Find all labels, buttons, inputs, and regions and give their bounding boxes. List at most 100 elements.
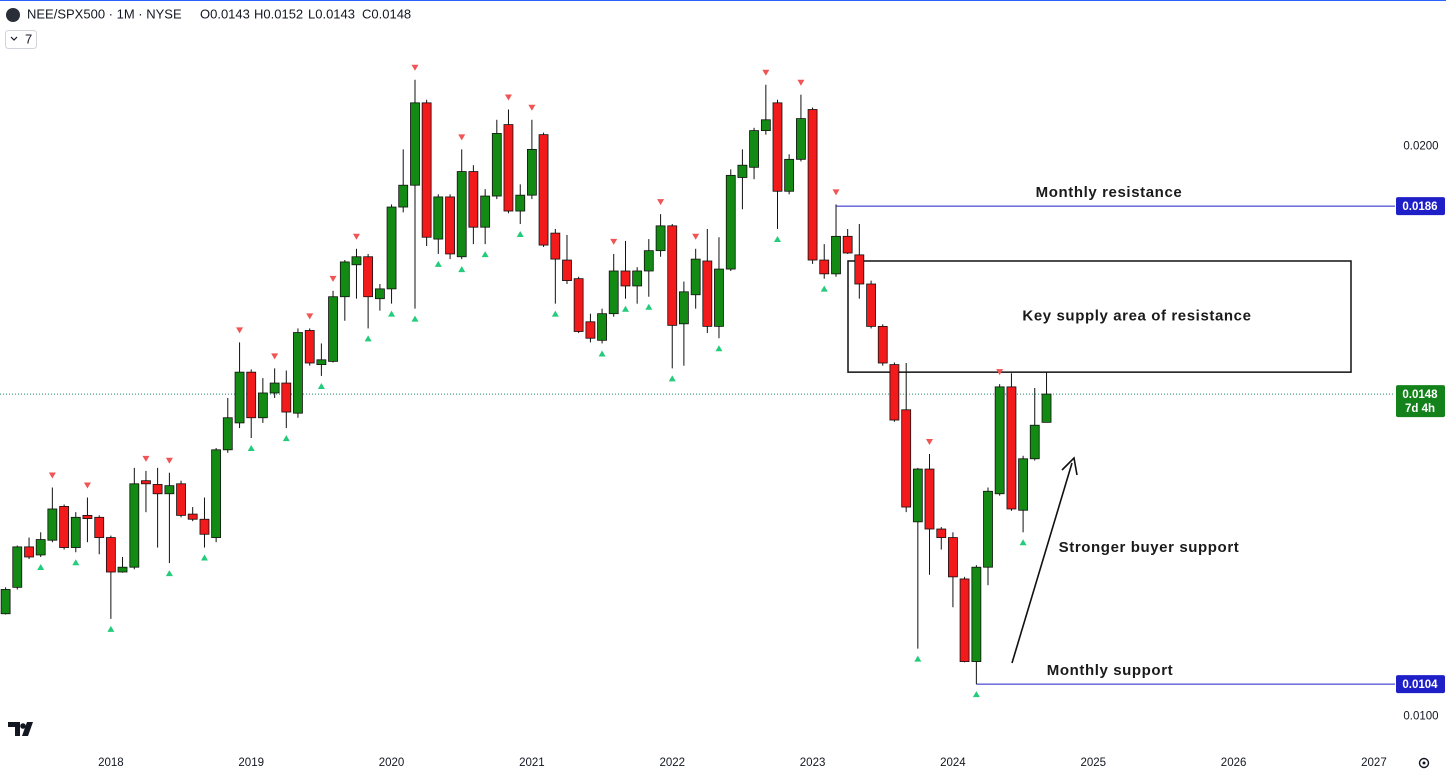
candle-body: [246, 371, 257, 419]
candle-body: [491, 133, 502, 197]
candle-body: [1006, 386, 1017, 510]
settings-icon[interactable]: [1418, 757, 1430, 769]
marker-high: [458, 134, 466, 141]
marker-low: [165, 570, 173, 577]
marker-high: [657, 199, 665, 206]
settings-icon-center: [1422, 761, 1426, 765]
level-price-label: 0.0186: [1402, 201, 1437, 213]
chevron-icon: [10, 36, 18, 41]
candle-body: [667, 225, 678, 326]
marker-high: [832, 189, 840, 196]
candle-body: [351, 256, 362, 266]
x-tick-label: 2027: [1361, 757, 1387, 769]
candle-body: [737, 164, 748, 178]
indicators-toggle[interactable]: [5, 30, 37, 49]
candle-body: [760, 119, 771, 132]
candle-body: [24, 546, 34, 558]
marker-low: [773, 236, 781, 243]
marker-high: [306, 313, 314, 320]
ohlc-value: L0.0143: [308, 6, 355, 21]
x-tick-label: 2019: [238, 757, 264, 769]
x-tick-label: 2020: [379, 757, 405, 769]
candle-body: [398, 184, 409, 208]
marker-low: [645, 303, 653, 310]
marker-high: [797, 79, 805, 86]
marker-high: [165, 457, 173, 464]
candle-body: [375, 288, 385, 300]
marker-high: [996, 369, 1004, 376]
candle-body: [152, 484, 163, 495]
marker-low: [364, 335, 372, 342]
x-tick-label: 2025: [1080, 757, 1106, 769]
price-countdown: 7d 4h: [1405, 403, 1435, 415]
candle-body: [59, 506, 70, 548]
candle-body: [199, 518, 210, 535]
marker-low: [107, 625, 115, 632]
ohlc-legend: O0.0143 H0.0152 L0.0143 C0.0148: [200, 6, 411, 21]
candle-body: [421, 102, 432, 238]
marker-low: [37, 563, 45, 570]
candle-body: [562, 259, 572, 282]
marker-high: [271, 353, 279, 360]
marker-high: [762, 69, 770, 76]
plot-area: 0.0200 0.0100 2018 2019 2020 2021 2022 2023 2024…: [0, 64, 1445, 769]
annotation: Key supply area of resistance: [1022, 308, 1251, 325]
candle-body: [784, 158, 795, 192]
candle-body: [936, 528, 947, 538]
candle-body: [889, 364, 900, 421]
candle-body: [70, 516, 81, 548]
marker-high: [610, 238, 618, 245]
candle-body: [702, 260, 713, 327]
candle-body: [35, 539, 46, 556]
marker-low: [820, 285, 828, 292]
marker-low: [972, 691, 980, 698]
x-tick-label: 2022: [659, 757, 685, 769]
tradingview-logo[interactable]: [8, 722, 33, 736]
candle-body: [328, 296, 338, 362]
candle-body: [924, 468, 935, 530]
candle-body: [585, 321, 596, 339]
marker-low: [668, 375, 676, 382]
candle-body: [866, 283, 877, 327]
candle-body: [796, 118, 806, 160]
marker-low: [388, 310, 396, 317]
candle-body: [526, 148, 537, 196]
marker-low: [516, 231, 524, 238]
marker-high: [142, 455, 150, 462]
candle-body: [1018, 458, 1028, 511]
marker-low: [914, 655, 922, 662]
candle-body: [538, 134, 549, 246]
candle-body: [678, 291, 689, 325]
candle-body: [503, 124, 514, 212]
candle-body: [901, 409, 912, 508]
x-tick-label: 2023: [800, 757, 826, 769]
candle-body: [959, 578, 970, 662]
marker-low: [551, 310, 559, 317]
level-price-box: [1396, 197, 1445, 216]
indicators-count[interactable]: 7: [25, 31, 32, 46]
annotation: Stronger buyer support: [1059, 539, 1240, 556]
symbol-title[interactable]: NEE/SPX500 · 1M · NYSE: [27, 6, 182, 21]
symbol-icon[interactable]: [6, 8, 20, 22]
candle-body: [714, 268, 724, 327]
ohlc-value: C0.0148: [362, 6, 411, 21]
x-tick-label: 2024: [940, 757, 966, 769]
level-text: Monthly resistance: [1036, 184, 1183, 201]
candle-body: [842, 235, 853, 254]
x-tick-label: 2018: [98, 757, 124, 769]
candle-body: [819, 259, 830, 275]
candle-body: [316, 359, 327, 366]
marker-high: [925, 438, 933, 445]
marker-high: [83, 482, 91, 489]
marker-low: [458, 266, 466, 273]
candle-body: [573, 278, 584, 332]
x-tick-label: 2026: [1221, 757, 1247, 769]
candle-body: [983, 490, 993, 568]
candle-body: [293, 332, 303, 414]
candle-body: [550, 232, 561, 260]
candle-body: [386, 206, 397, 290]
candle-body: [994, 386, 1005, 495]
candle-body: [480, 195, 491, 228]
marker-low: [598, 350, 606, 357]
candle-body: [725, 174, 736, 270]
